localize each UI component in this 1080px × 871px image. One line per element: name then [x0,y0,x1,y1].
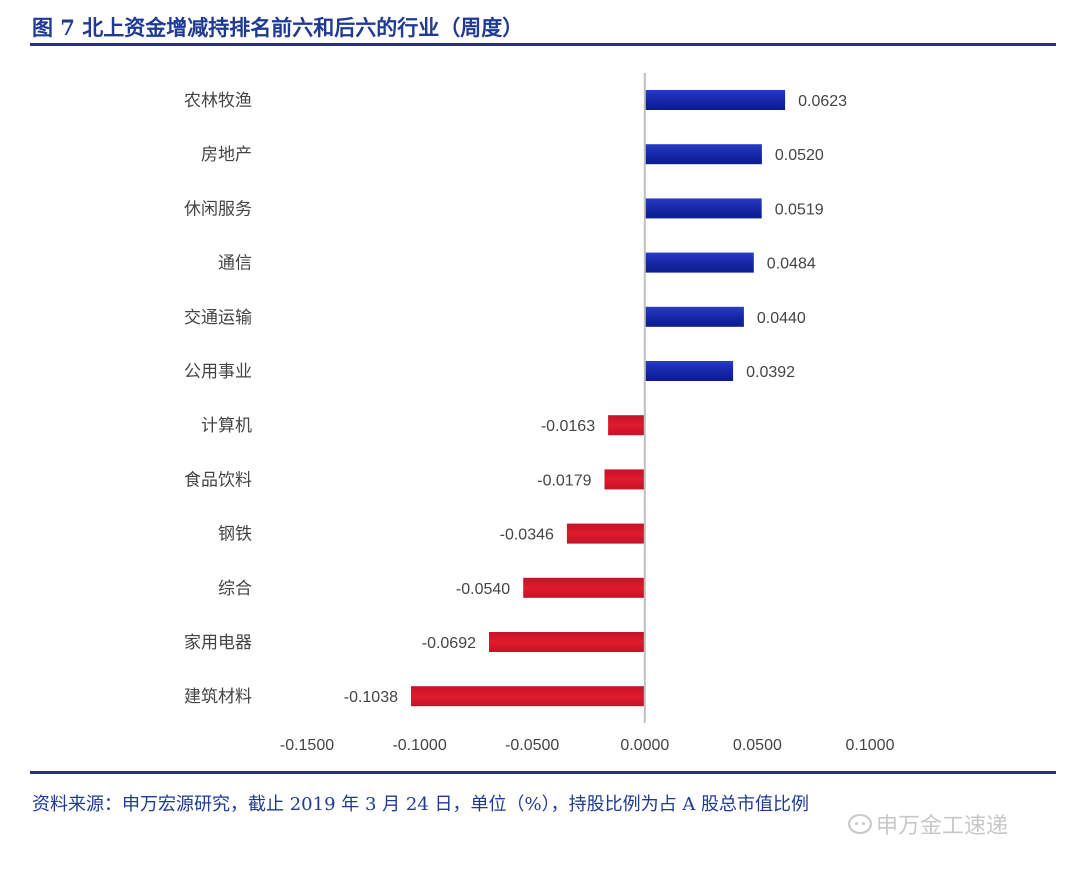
data-label: 0.0623 [798,93,847,110]
figure-title: 图 7 北上资金增减持排名前六和后六的行业（周度） [32,15,524,40]
category-label: 食品饮料 [184,470,252,490]
category-label: 计算机 [201,416,252,436]
category-label: 农林牧渔 [184,91,252,111]
bar-9 [566,523,645,544]
bar-7 [608,415,645,436]
data-label: 0.0519 [775,201,824,218]
category-label: 综合 [218,579,252,599]
data-label: -0.0692 [422,635,476,652]
title-rule [30,43,1056,46]
bar-4 [644,252,754,273]
watermark-text: 申万金工速递 [876,814,1009,839]
bar-3 [644,198,762,219]
category-label: 钢铁 [218,525,252,545]
category-label: 休闲服务 [184,199,252,219]
x-tick-label: 0.0000 [620,737,669,754]
data-label: 0.0484 [767,256,816,273]
data-label: 0.0392 [746,364,795,381]
data-label: 0.0440 [757,310,806,327]
bar-6 [644,361,734,381]
category-label: 通信 [218,254,252,274]
watermark: 申万金工速递 [848,808,1008,840]
category-label: 房地产 [201,145,252,165]
source-note: 资料来源：申万宏源研究，截止 2019 年 3 月 24 日，单位（%），持股比… [32,794,810,815]
bar-11 [489,632,645,652]
x-tick-label: -0.1500 [280,737,334,754]
wechat-icon [848,814,872,834]
data-label: -0.1038 [344,689,398,706]
bar-8 [604,469,645,490]
footer-rule [30,771,1056,774]
bar-10 [523,577,645,598]
data-label: -0.0163 [541,418,595,435]
bar-5 [644,306,744,327]
data-label: -0.0179 [537,472,591,489]
category-label: 公用事业 [184,362,252,382]
category-label: 建筑材料 [184,687,252,707]
bar-chart: 农林牧渔 0.0623 房地产 0.0520 休闲服务 0.0519 通信 0.0484 交通运… [184,73,895,754]
x-tick-label: -0.1000 [392,737,446,754]
category-label: 交通运输 [184,308,252,328]
category-label: 家用电器 [184,633,252,653]
bar-1 [644,90,786,110]
x-tick-label: 0.1000 [846,737,895,754]
x-tick-label: -0.0500 [505,737,559,754]
data-label: -0.0346 [500,527,554,544]
bar-2 [644,144,762,165]
x-tick-label: 0.0500 [733,737,782,754]
data-label: 0.0520 [775,147,824,164]
data-label: -0.0540 [456,581,510,598]
bar-12 [411,686,645,707]
